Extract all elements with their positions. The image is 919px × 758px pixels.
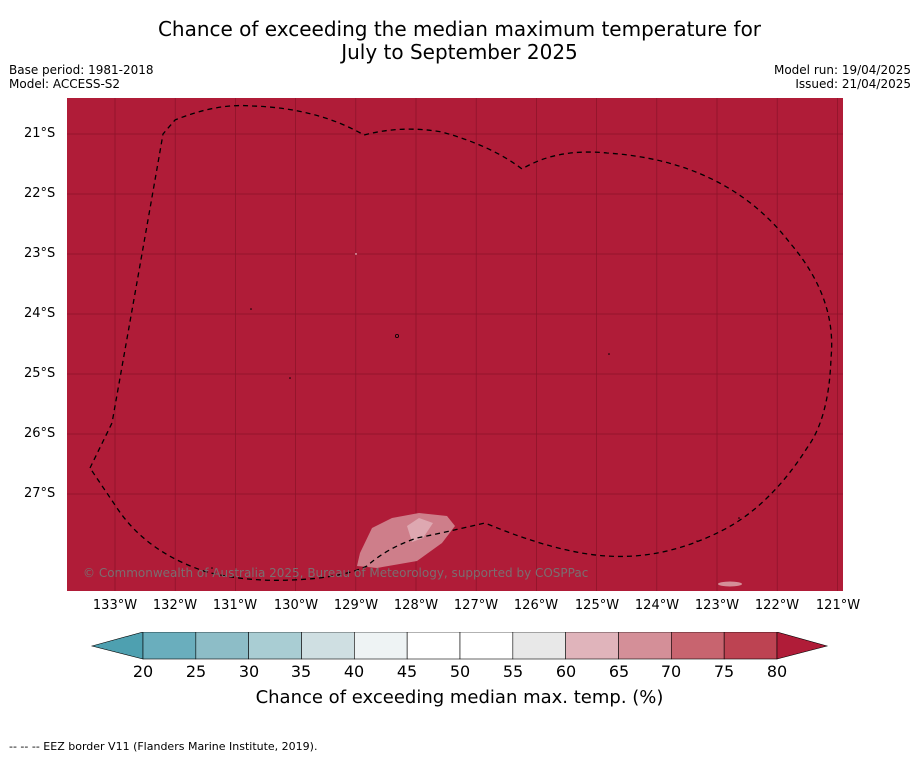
colorbar: 20 25 30 35 40 45 50 55 60 65 70 75 80 <box>90 632 830 712</box>
lat-tick-label: 26°S <box>24 426 56 441</box>
colorbar-low-extension <box>90 632 144 660</box>
map-title-line-2: July to September 2025 <box>341 40 578 64</box>
lon-tick-label: 130°W <box>273 598 319 613</box>
lon-tick-label: 125°W <box>574 598 620 613</box>
model-run-text: Model run: 19/04/2025 <box>773 63 911 77</box>
lon-tick-label: 124°W <box>634 598 680 613</box>
colorbar-cell <box>723 632 778 660</box>
colorbar-high-extension <box>776 632 829 660</box>
base-period-text: Base period: 1981-2018 <box>9 63 154 77</box>
colorbar-cells <box>142 632 778 660</box>
lat-tick-label: 24°S <box>24 306 56 321</box>
colorbar-label: 40 <box>343 662 365 681</box>
island-mark <box>211 567 213 569</box>
issued-text: Issued: 21/04/2025 <box>795 77 911 91</box>
map-panel: © Commonwealth of Australia 2025, Bureau… <box>24 98 860 613</box>
colorbar-cell <box>565 632 619 660</box>
colorbar-cell <box>618 632 672 660</box>
colorbar-label: 25 <box>185 662 207 681</box>
small-island-marks <box>211 253 740 569</box>
map-title: Chance of exceeding the median maximum t… <box>0 18 919 64</box>
colorbar-cell <box>301 632 355 660</box>
meta-left: Base period: 1981-2018 Model: ACCESS-S2 <box>9 63 154 91</box>
island-mark <box>355 253 357 255</box>
lat-tick-label: 25°S <box>24 366 56 381</box>
lon-tick-label: 123°W <box>694 598 740 613</box>
lon-tick-label: 121°W <box>815 598 861 613</box>
colorbar-label: 35 <box>290 662 312 681</box>
colorbar-cell <box>142 632 197 660</box>
colorbar-bar <box>90 632 829 660</box>
island-mark <box>738 517 740 519</box>
copyright-notice: © Commonwealth of Australia 2025, Bureau… <box>83 566 588 580</box>
colorbar-cell <box>354 632 408 660</box>
island-mark <box>608 353 610 355</box>
island-patch <box>718 581 742 587</box>
colorbar-cell <box>459 632 514 660</box>
colorbar-label: 70 <box>660 662 682 681</box>
colorbar-cell <box>248 632 302 660</box>
eez-legend-text: -- -- -- EEZ border V11 (Flanders Marine… <box>9 740 318 753</box>
colorbar-label: 75 <box>713 662 735 681</box>
colorbar-label: 50 <box>449 662 471 681</box>
lon-tick-label: 126°W <box>513 598 559 613</box>
lon-tick-label: 131°W <box>212 598 258 613</box>
colorbar-label: 55 <box>502 662 524 681</box>
lon-tick-label: 122°W <box>754 598 800 613</box>
map-title-line-1: Chance of exceeding the median maximum t… <box>157 17 762 41</box>
colorbar-title: Chance of exceeding median max. temp. (%… <box>255 687 664 708</box>
map-background <box>67 98 843 591</box>
meta-right: Model run: 19/04/2025 Issued: 21/04/2025 <box>774 63 911 91</box>
lat-tick-label: 22°S <box>24 186 56 201</box>
colorbar-label: 45 <box>396 662 418 681</box>
map-canvas: © Commonwealth of Australia 2025, Bureau… <box>67 98 843 591</box>
colorbar-label: 30 <box>238 662 260 681</box>
lat-tick-label: 27°S <box>24 486 56 501</box>
colorbar-cell <box>512 632 566 660</box>
colorbar-cell <box>195 632 249 660</box>
colorbar-cell <box>406 632 461 660</box>
island-mark <box>250 308 252 310</box>
probability-patch-light <box>407 518 433 542</box>
island-mark <box>289 377 291 379</box>
model-text: Model: ACCESS-S2 <box>9 77 121 91</box>
colorbar-label: 20 <box>132 662 154 681</box>
island-mark <box>394 333 399 338</box>
island-mark <box>696 540 698 542</box>
lon-tick-label: 129°W <box>333 598 379 613</box>
lon-tick-label: 127°W <box>453 598 499 613</box>
lat-tick-label: 23°S <box>24 246 56 261</box>
colorbar-label: 80 <box>766 662 788 681</box>
colorbar-cell <box>671 632 725 660</box>
lon-tick-label: 133°W <box>92 598 138 613</box>
lon-tick-label: 132°W <box>152 598 198 613</box>
colorbar-label: 60 <box>555 662 577 681</box>
map-gridlines <box>67 98 843 591</box>
lon-tick-label: 128°W <box>393 598 439 613</box>
lat-tick-label: 21°S <box>24 126 56 141</box>
colorbar-label: 65 <box>608 662 630 681</box>
